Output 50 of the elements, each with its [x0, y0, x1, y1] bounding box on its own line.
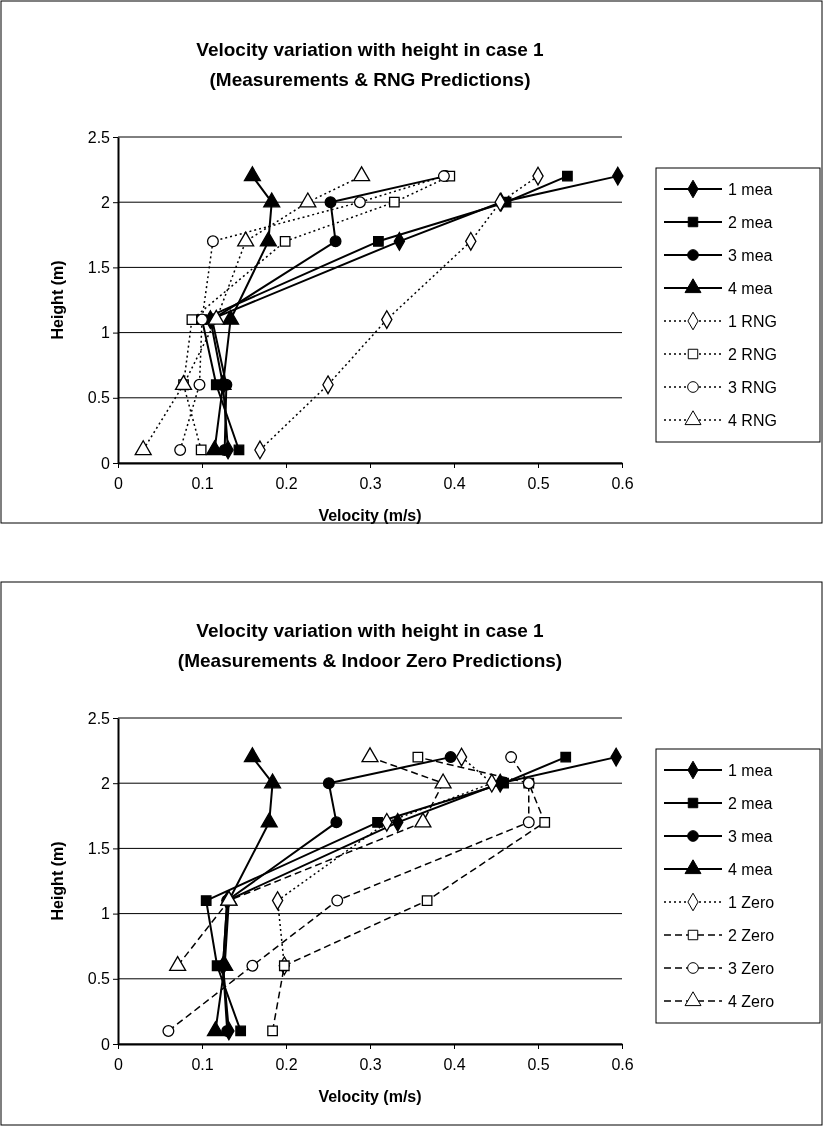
y-axis-title: Height (m) — [49, 260, 66, 340]
x-tick-label: 0.4 — [443, 1055, 466, 1073]
legend-label: 4 Zero — [728, 993, 775, 1010]
legend-label: 2 Zero — [728, 927, 775, 944]
chart-subtitle: (Measurements & Indoor Zero Predictions) — [177, 650, 563, 671]
x-tick-label: 0.6 — [611, 474, 634, 492]
legend-label: 1 mea — [728, 762, 773, 779]
y-tick-label: 2 — [101, 774, 111, 792]
y-tick-label: 1.5 — [87, 840, 111, 858]
x-tick-label: 0.1 — [191, 474, 214, 492]
legend-label: 2 mea — [728, 795, 773, 812]
legend-label: 1 Zero — [728, 894, 775, 911]
y-tick-label: 2 — [101, 193, 111, 211]
y-tick-label: 2.5 — [87, 709, 111, 727]
y-tick-label: 0.5 — [87, 970, 111, 988]
legend-label: 1 RNG — [728, 313, 777, 330]
chart-title: Velocity variation with height in case 1 — [196, 39, 545, 60]
x-tick-label: 0 — [114, 474, 124, 492]
legend-label: 4 RNG — [728, 412, 777, 429]
legend-label: 3 mea — [728, 828, 773, 845]
x-tick-label: 0.6 — [611, 1055, 634, 1073]
x-tick-label: 0.5 — [527, 1055, 550, 1073]
x-tick-label: 0 — [114, 1055, 124, 1073]
y-tick-label: 0.5 — [87, 389, 111, 407]
legend-label: 2 mea — [728, 214, 773, 231]
legend-label: 3 RNG — [728, 379, 777, 396]
chart-title: Velocity variation with height in case 1 — [196, 620, 545, 641]
chart-subtitle: (Measurements & RNG Predictions) — [209, 69, 531, 90]
y-axis-title: Height (m) — [49, 841, 66, 921]
x-tick-label: 0.3 — [359, 1055, 382, 1073]
x-tick-label: 0.1 — [191, 1055, 214, 1073]
legend-label: 2 RNG — [728, 346, 777, 363]
y-tick-label: 2.5 — [87, 128, 111, 146]
legend-label: 4 mea — [728, 861, 773, 878]
y-tick-label: 0 — [101, 454, 111, 472]
x-tick-label: 0.2 — [275, 1055, 298, 1073]
x-tick-label: 0.3 — [359, 474, 382, 492]
y-tick-label: 0 — [101, 1035, 111, 1053]
y-tick-label: 1.5 — [87, 259, 111, 277]
x-tick-label: 0.4 — [443, 474, 466, 492]
legend-label: 1 mea — [728, 181, 773, 198]
legend-label: 3 Zero — [728, 960, 775, 977]
x-axis-title: Velocity (m/s) — [318, 1088, 422, 1105]
y-tick-label: 1 — [101, 324, 111, 342]
y-tick-label: 1 — [101, 905, 111, 923]
legend-label: 3 mea — [728, 247, 773, 264]
x-axis-title: Velocity (m/s) — [318, 507, 422, 524]
x-tick-label: 0.5 — [527, 474, 550, 492]
x-tick-label: 0.2 — [275, 474, 298, 492]
legend-label: 4 mea — [728, 280, 773, 297]
